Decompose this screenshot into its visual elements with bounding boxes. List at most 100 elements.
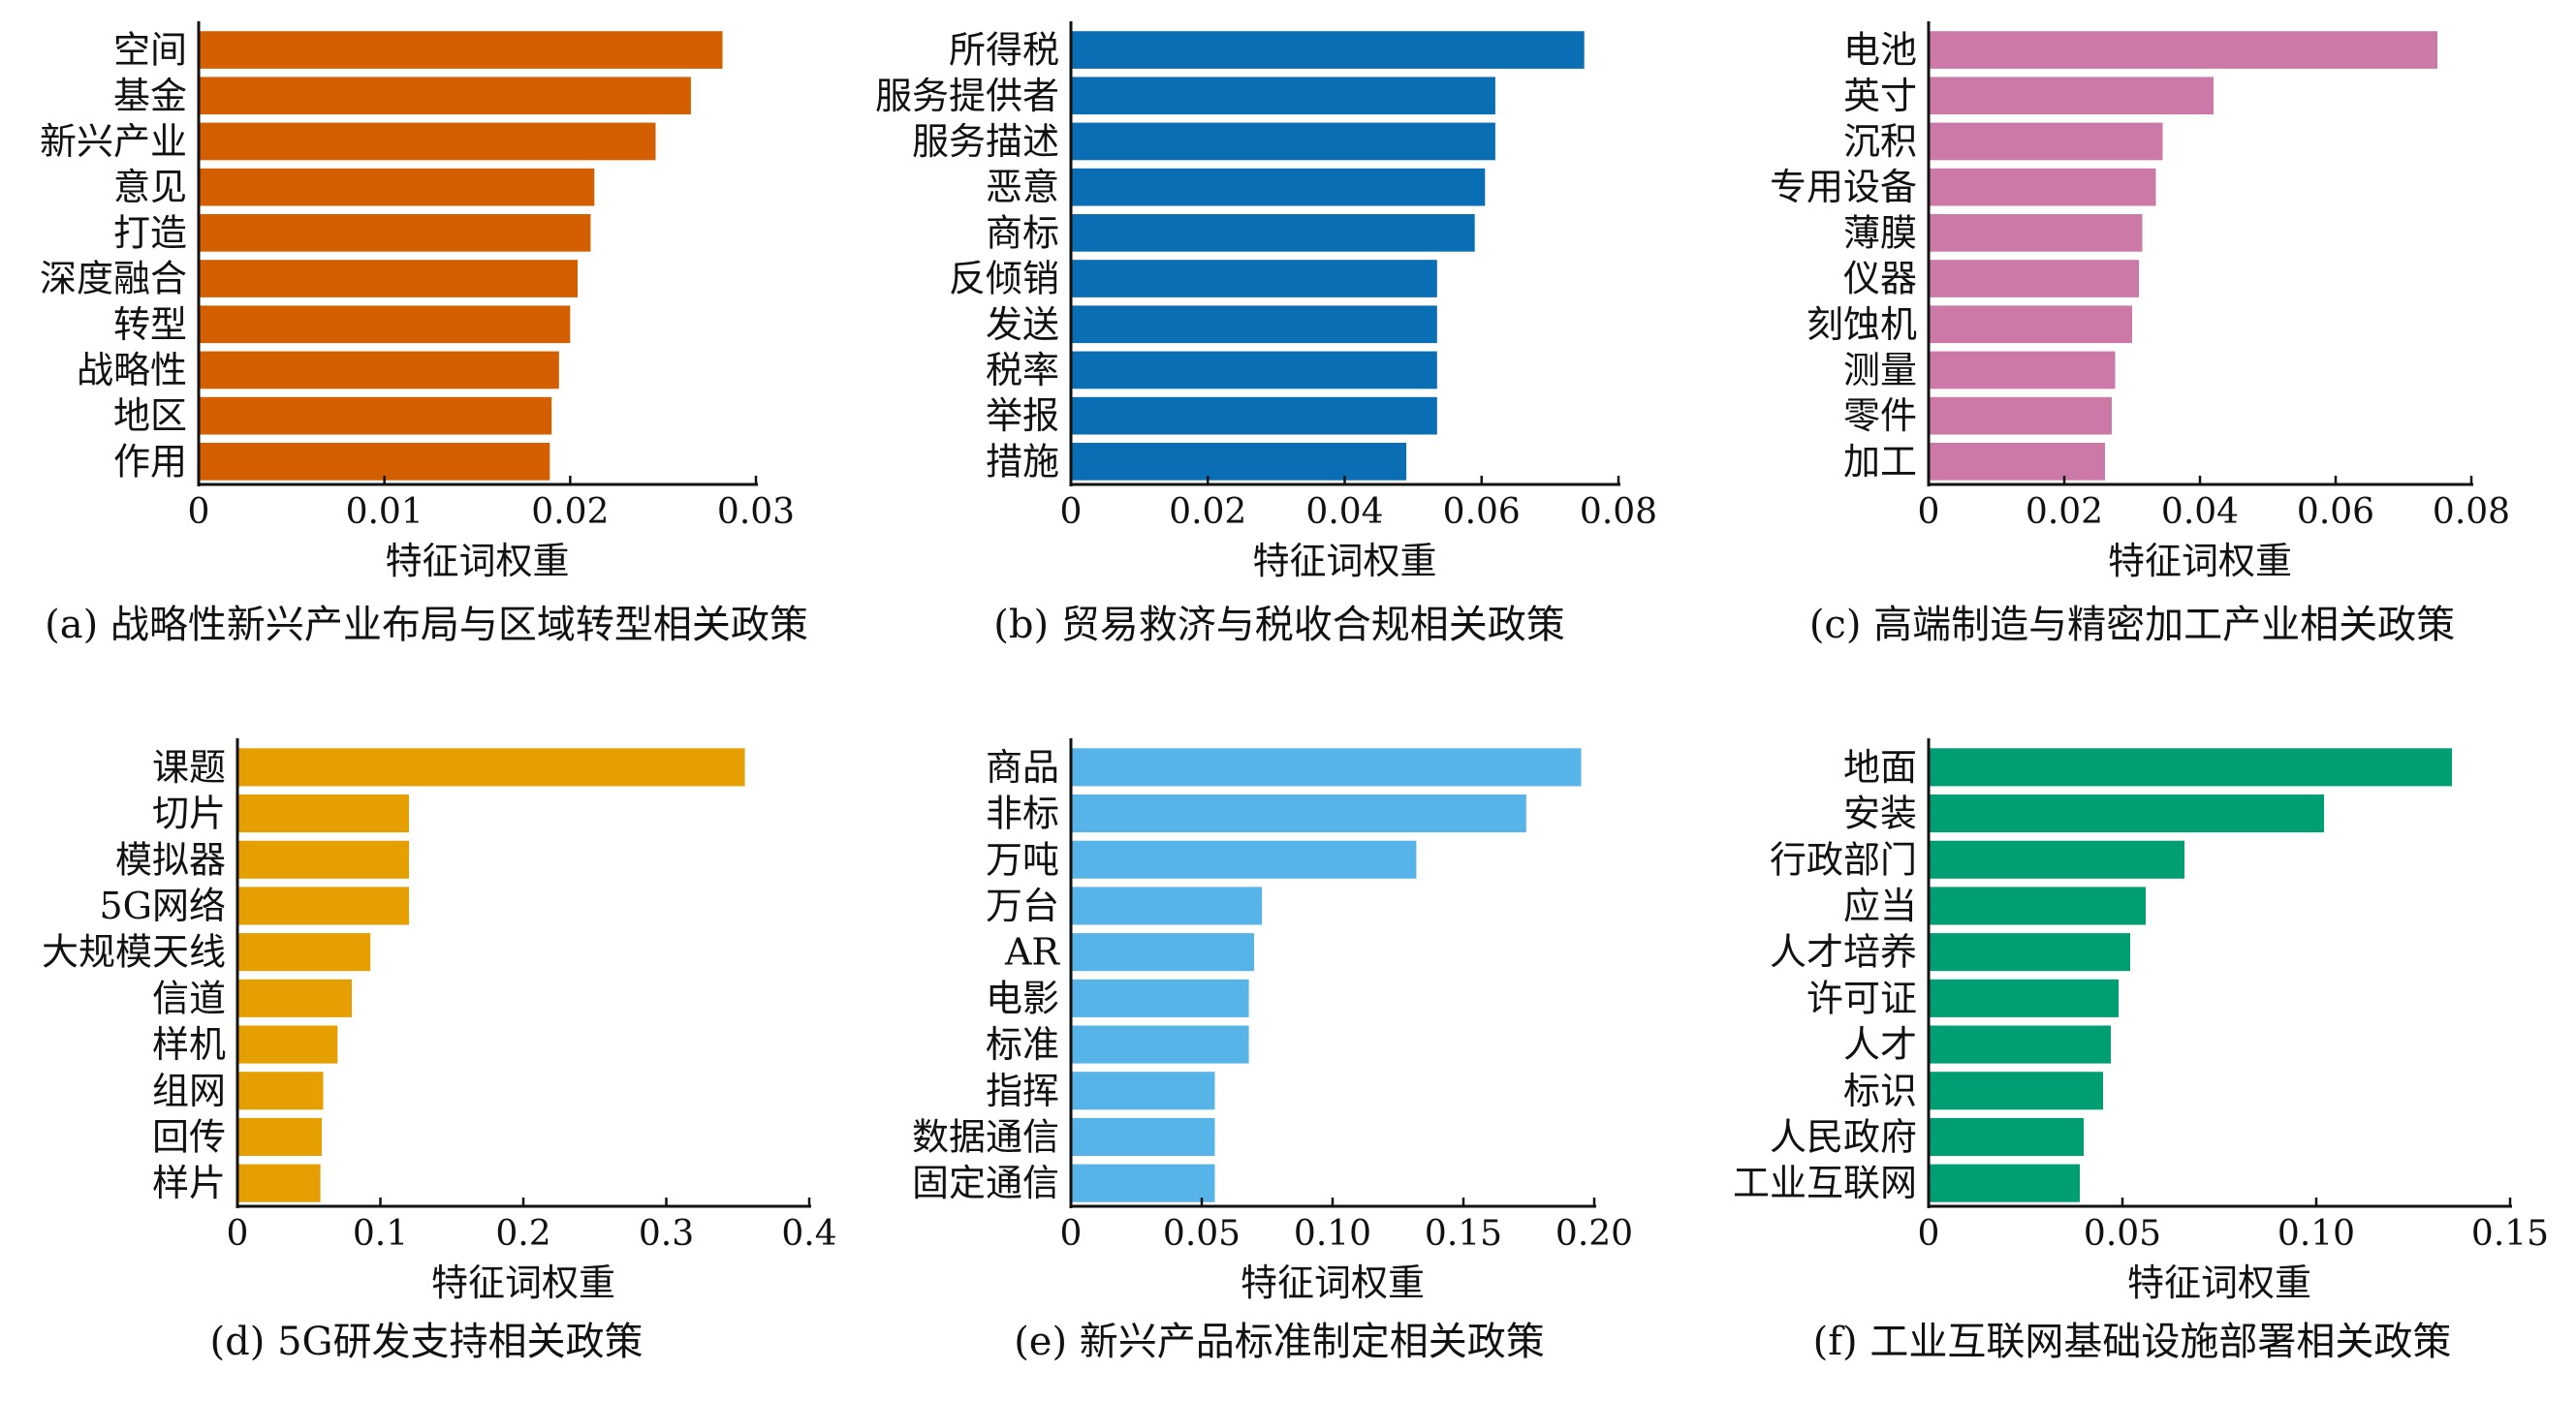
bar-2 (1929, 77, 2214, 115)
category-label: 地区 (113, 394, 187, 437)
category-label: 行政部门 (1770, 838, 1917, 881)
bar-2 (1071, 77, 1495, 115)
bar-1 (199, 31, 723, 69)
bar-6 (1929, 979, 2119, 1017)
bar-2 (237, 794, 409, 833)
x-axis-label: 特征词权重 (2127, 1262, 2311, 1304)
x-tick-label: 0.10 (2278, 1214, 2355, 1254)
category-label: 组网 (152, 1070, 226, 1112)
bar-1 (1929, 31, 2437, 69)
category-label: 信道 (152, 977, 226, 1019)
caption-d: (d) 5G研发支持相关政策 (209, 1320, 644, 1364)
bar-4 (199, 168, 595, 206)
x-tick-label: 0.10 (1294, 1214, 1371, 1254)
category-label: 举报 (986, 394, 1059, 437)
bar-1 (237, 748, 745, 787)
bar-8 (199, 351, 559, 389)
x-axis-label: 特征词权重 (1241, 1262, 1425, 1304)
bar-4 (1071, 887, 1263, 925)
category-label: 工业互联网 (1733, 1162, 1917, 1204)
category-label: 新兴产业 (40, 120, 187, 163)
category-label: 打造 (113, 211, 187, 254)
category-label: 英寸 (1843, 75, 1917, 117)
bar-7 (237, 1025, 338, 1064)
bar-5 (1071, 214, 1475, 252)
x-tick-label: 0.06 (2297, 492, 2374, 532)
category-label: 商品 (986, 746, 1059, 789)
category-label: 地面 (1843, 746, 1917, 789)
bar-6 (1929, 260, 2139, 297)
x-tick-label: 0.05 (2084, 1214, 2161, 1254)
category-label: 数据通信 (912, 1115, 1059, 1158)
category-label: 模拟器 (115, 838, 226, 881)
bar-10 (1929, 443, 2105, 481)
bar-9 (1071, 396, 1437, 435)
category-label: 许可证 (1806, 977, 1917, 1019)
category-label: AR (1004, 931, 1060, 974)
category-label: 服务提供者 (875, 75, 1059, 117)
category-label: 基金 (113, 75, 187, 117)
bar-10 (1071, 1164, 1215, 1202)
category-label: 加工 (1843, 440, 1917, 483)
category-label: 深度融合 (40, 258, 187, 300)
bar-7 (1929, 305, 2132, 344)
panel-c: 电池 英寸 沉积 专用设备 薄膜 仪器 刻蚀机 测量 零件 加工 0 0.02 0.04 0.06 0.08… (1706, 0, 2559, 678)
x-tick-label: 0 (1918, 1214, 1940, 1254)
category-label: 发送 (986, 303, 1059, 346)
caption-b: (b) 贸易救济与税收合规相关政策 (993, 603, 1565, 647)
x-tick-label: 0.20 (1555, 1214, 1633, 1254)
x-tick-label: 0 (1060, 1214, 1083, 1254)
category-label: 仪器 (1843, 258, 1917, 300)
x-tick-label: 0.02 (2026, 492, 2103, 532)
bar-4 (1071, 168, 1486, 206)
x-tick-label: 0 (227, 1214, 249, 1254)
panel-a: 空间 基金 新兴产业 意见 打造 深度融合 转型 战略性 地区 作用 0 0.01 0.02 0.03 特征… (0, 0, 853, 678)
panel-f: 地面 安装 行政部门 应当 人才培养 许可证 人才 标识 人民政府 工业互联网 0 0.05 0.10 0… (1706, 717, 2559, 1395)
bar-3 (1929, 840, 2184, 879)
category-label: 人才培养 (1770, 931, 1917, 974)
x-tick-label: 0.2 (495, 1214, 550, 1254)
x-tick-label: 0.08 (2433, 492, 2510, 532)
caption-a: (a) 战略性新兴产业布局与区域转型相关政策 (45, 603, 808, 647)
bar-9 (1929, 1117, 2084, 1156)
x-axis-label: 特征词权重 (431, 1262, 615, 1304)
bar-4 (1929, 887, 2146, 925)
caption-e: (e) 新兴产品标准制定相关政策 (1014, 1320, 1545, 1364)
bar-3 (237, 840, 409, 879)
bar-6 (1071, 979, 1249, 1017)
category-label: 指挥 (986, 1070, 1059, 1112)
x-tick-label: 0.01 (346, 492, 424, 532)
bar-5 (1071, 933, 1254, 972)
bar-9 (1071, 1117, 1215, 1156)
category-label: 零件 (1843, 394, 1917, 437)
x-tick-label: 0 (1060, 492, 1083, 532)
category-label: 5G网络 (99, 885, 226, 927)
x-tick-label: 0.3 (639, 1214, 694, 1254)
category-label: 切片 (152, 793, 226, 835)
x-tick-label: 0.02 (531, 492, 609, 532)
bar-5 (1929, 214, 2143, 252)
category-label: 刻蚀机 (1806, 303, 1917, 346)
category-label: 人才 (1843, 1023, 1917, 1066)
bar-9 (1929, 396, 2112, 435)
x-tick-label: 0.08 (1580, 492, 1657, 532)
category-label: 标识 (1843, 1070, 1917, 1112)
x-axis-label: 特征词权重 (2108, 540, 2292, 582)
bar-7 (1071, 305, 1437, 344)
category-label: 转型 (113, 303, 187, 346)
category-label: 安装 (1843, 793, 1917, 835)
x-tick-label: 0.03 (717, 492, 795, 532)
bar-9 (237, 1117, 322, 1156)
x-tick-label: 0.06 (1443, 492, 1521, 532)
category-label: 电池 (1843, 29, 1917, 72)
panel-b: 所得税 服务提供者 服务描述 恶意 商标 反倾销 发送 税率 举报 措施 0 0.02 0.04 0.06… (853, 0, 1706, 678)
panel-e: 商品 非标 万吨 万台 AR 电影 标准 指挥 数据通信 固定通信 0 0.05 0.10 0.15 0.2… (853, 717, 1706, 1395)
category-label: 样机 (152, 1023, 226, 1066)
bar-1 (1071, 31, 1585, 69)
panel-d: 课题 切片 模拟器 5G网络 大规模天线 信道 样机 组网 回传 样片 0 0.1 0.2 0.3 0.4 特… (0, 717, 853, 1395)
bar-7 (1071, 1025, 1249, 1064)
category-label: 万吨 (986, 838, 1059, 881)
category-label: 战略性 (77, 349, 187, 391)
